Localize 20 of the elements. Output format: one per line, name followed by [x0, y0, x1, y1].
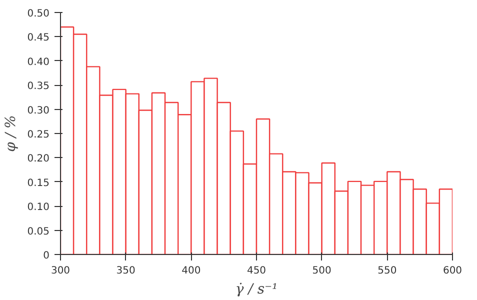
x-tick-label: 550 — [378, 266, 397, 276]
x-tick-label: 400 — [182, 266, 201, 276]
x-tick-label: 450 — [246, 266, 266, 276]
y-tick-label: 0.25 — [27, 130, 50, 140]
y-tick-label: 0.20 — [27, 154, 50, 165]
y-tick-label: 0.10 — [27, 202, 50, 214]
x-tick-label: 500 — [312, 266, 332, 276]
y-axis-title: φ / % — [3, 115, 20, 152]
y-tick-label: 0.30 — [27, 105, 50, 116]
x-tick-label: 600 — [442, 266, 462, 276]
y-tick-label: 0.05 — [27, 226, 50, 238]
y-tick-label: 0.45 — [27, 32, 50, 44]
y-tick-label: 0.15 — [27, 178, 50, 189]
y-tick-label: 0 — [43, 250, 50, 262]
y-tick-label: 0.50 — [27, 8, 50, 20]
y-tick-label: 0.35 — [27, 81, 50, 92]
x-axis-title: γ̇ / s⁻¹ — [235, 282, 278, 298]
y-tick-label: 0.40 — [27, 56, 50, 68]
x-tick-label: 300 — [50, 266, 70, 276]
x-tick-label: 350 — [116, 266, 136, 276]
